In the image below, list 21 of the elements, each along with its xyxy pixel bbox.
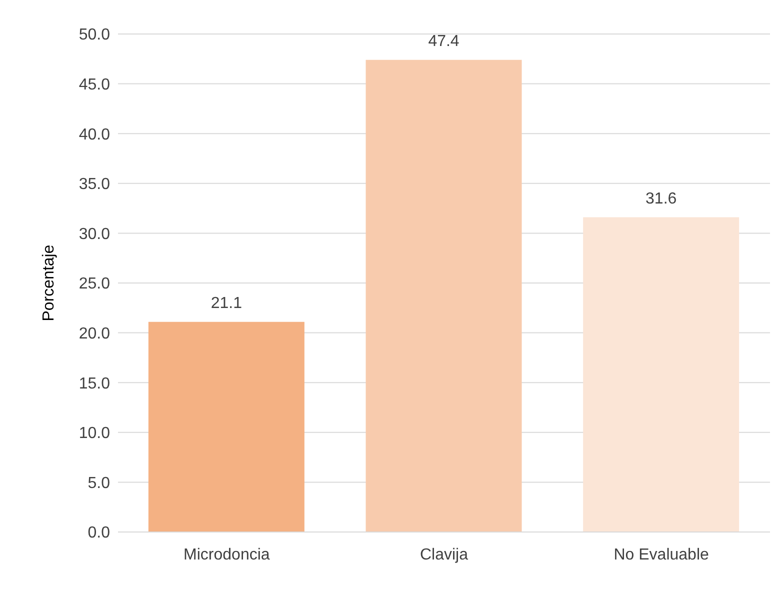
y-tick-label: 30.0 bbox=[78, 226, 110, 243]
y-tick-label: 20.0 bbox=[78, 325, 110, 342]
data-label: 21.1 bbox=[210, 294, 242, 312]
y-tick-label: 25.0 bbox=[78, 276, 110, 293]
x-tick-label: Microdoncia bbox=[184, 546, 270, 564]
y-tick-label: 45.0 bbox=[78, 76, 110, 94]
y-tick-label: 50.0 bbox=[78, 26, 110, 44]
data-label: 31.6 bbox=[646, 190, 677, 208]
y-tick-label: 5.0 bbox=[88, 474, 110, 492]
bar bbox=[366, 60, 522, 532]
y-tick-label: 35.0 bbox=[78, 176, 110, 194]
data-label: 47.4 bbox=[428, 32, 460, 50]
bar bbox=[583, 217, 740, 532]
x-tick-label: Clavija bbox=[420, 546, 468, 564]
y-tick-label: 10.0 bbox=[78, 425, 110, 442]
y-axis-title: Porcentaje bbox=[40, 244, 58, 322]
x-tick-label: No Evaluable bbox=[614, 546, 710, 564]
y-tick-label: 40.0 bbox=[78, 126, 110, 144]
bar bbox=[148, 322, 304, 532]
y-tick-label: 0.0 bbox=[88, 524, 110, 542]
y-tick-label: 15.0 bbox=[78, 375, 110, 392]
